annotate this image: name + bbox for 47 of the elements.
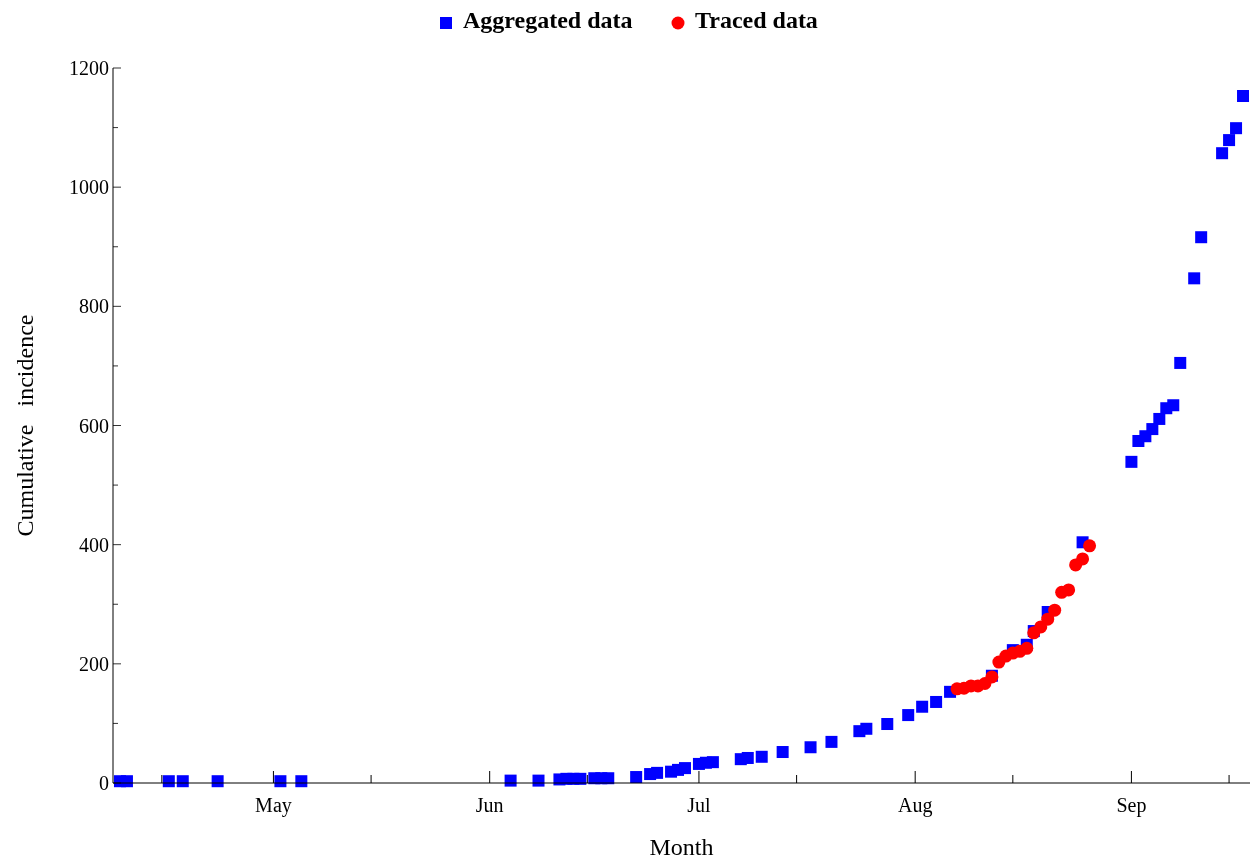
point bbox=[678, 762, 691, 775]
point bbox=[1020, 641, 1034, 655]
point bbox=[1195, 231, 1208, 244]
legend-label: Aggregated data bbox=[463, 7, 633, 33]
y-tick-label: 1200 bbox=[69, 57, 109, 79]
point bbox=[902, 709, 915, 722]
point bbox=[1216, 147, 1229, 160]
point bbox=[1076, 552, 1090, 566]
point bbox=[706, 756, 719, 769]
x-tick-label: Jun bbox=[475, 794, 504, 816]
point bbox=[1146, 423, 1159, 436]
x-tick-label: Sep bbox=[1116, 794, 1147, 817]
point bbox=[930, 695, 943, 708]
y-tick-label: 800 bbox=[79, 295, 109, 318]
point bbox=[825, 735, 838, 748]
point bbox=[1174, 356, 1187, 369]
y-tick-label: 200 bbox=[79, 652, 109, 675]
point bbox=[881, 718, 894, 731]
point bbox=[776, 746, 789, 759]
point bbox=[1153, 412, 1166, 425]
point bbox=[651, 766, 664, 779]
x-tick-label: May bbox=[255, 794, 292, 817]
point bbox=[1237, 90, 1250, 102]
point bbox=[755, 750, 768, 763]
point bbox=[1188, 272, 1201, 285]
point bbox=[630, 771, 643, 784]
point bbox=[1230, 122, 1243, 135]
point bbox=[860, 722, 873, 735]
y-tick-label: 0 bbox=[99, 772, 109, 794]
y-tick-label: 600 bbox=[79, 414, 109, 437]
y-tick-label: 1000 bbox=[69, 176, 109, 199]
legend-label: Traced data bbox=[695, 7, 818, 33]
point bbox=[804, 741, 817, 754]
point bbox=[1223, 134, 1236, 147]
y-tick-label: 400 bbox=[79, 533, 109, 556]
point bbox=[1062, 583, 1076, 597]
point bbox=[1083, 539, 1097, 553]
point bbox=[1041, 612, 1055, 626]
x-tick-label: Jul bbox=[687, 794, 712, 816]
point bbox=[1125, 455, 1138, 468]
point bbox=[741, 751, 754, 764]
x-axis-title: Month bbox=[649, 834, 714, 860]
point bbox=[916, 700, 929, 713]
point bbox=[1048, 603, 1062, 617]
x-tick-label: Aug bbox=[897, 794, 933, 817]
point bbox=[1167, 399, 1180, 412]
y-axis-title: Cumulative incidence bbox=[12, 314, 38, 537]
